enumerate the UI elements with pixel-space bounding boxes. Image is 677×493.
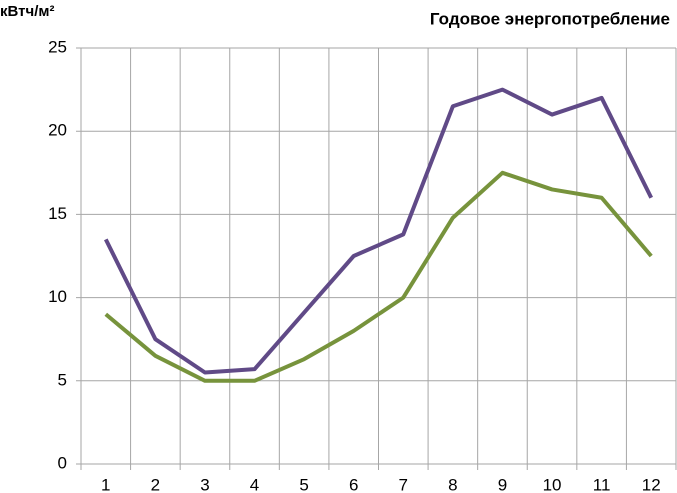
y-tick-label: 20 [48, 121, 67, 140]
x-tick-label: 1 [101, 475, 110, 493]
x-tick-label: 9 [498, 475, 507, 493]
x-tick-label: 4 [250, 475, 259, 493]
y-tick-label: 25 [48, 37, 67, 56]
x-tick-label: 5 [299, 475, 308, 493]
y-tick-label: 10 [48, 287, 67, 306]
x-tick-label: 2 [151, 475, 160, 493]
y-tick-label: 15 [48, 204, 67, 223]
series-line [104, 170, 653, 383]
x-tick-label: 7 [399, 475, 408, 493]
y-axis-label: кВтч/м² [0, 3, 54, 20]
series-line [104, 87, 653, 375]
x-tick-label: 8 [448, 475, 457, 493]
x-tick-label: 6 [349, 475, 358, 493]
x-tick-label: 3 [200, 475, 209, 493]
x-tick-label: 12 [642, 475, 661, 493]
y-tick-label: 0 [58, 453, 67, 472]
x-tick-label: 10 [543, 475, 562, 493]
x-tick-label: 11 [593, 475, 611, 493]
y-tick-label: 5 [58, 370, 67, 389]
chart-title: Годовое энергопотребление [430, 9, 670, 28]
